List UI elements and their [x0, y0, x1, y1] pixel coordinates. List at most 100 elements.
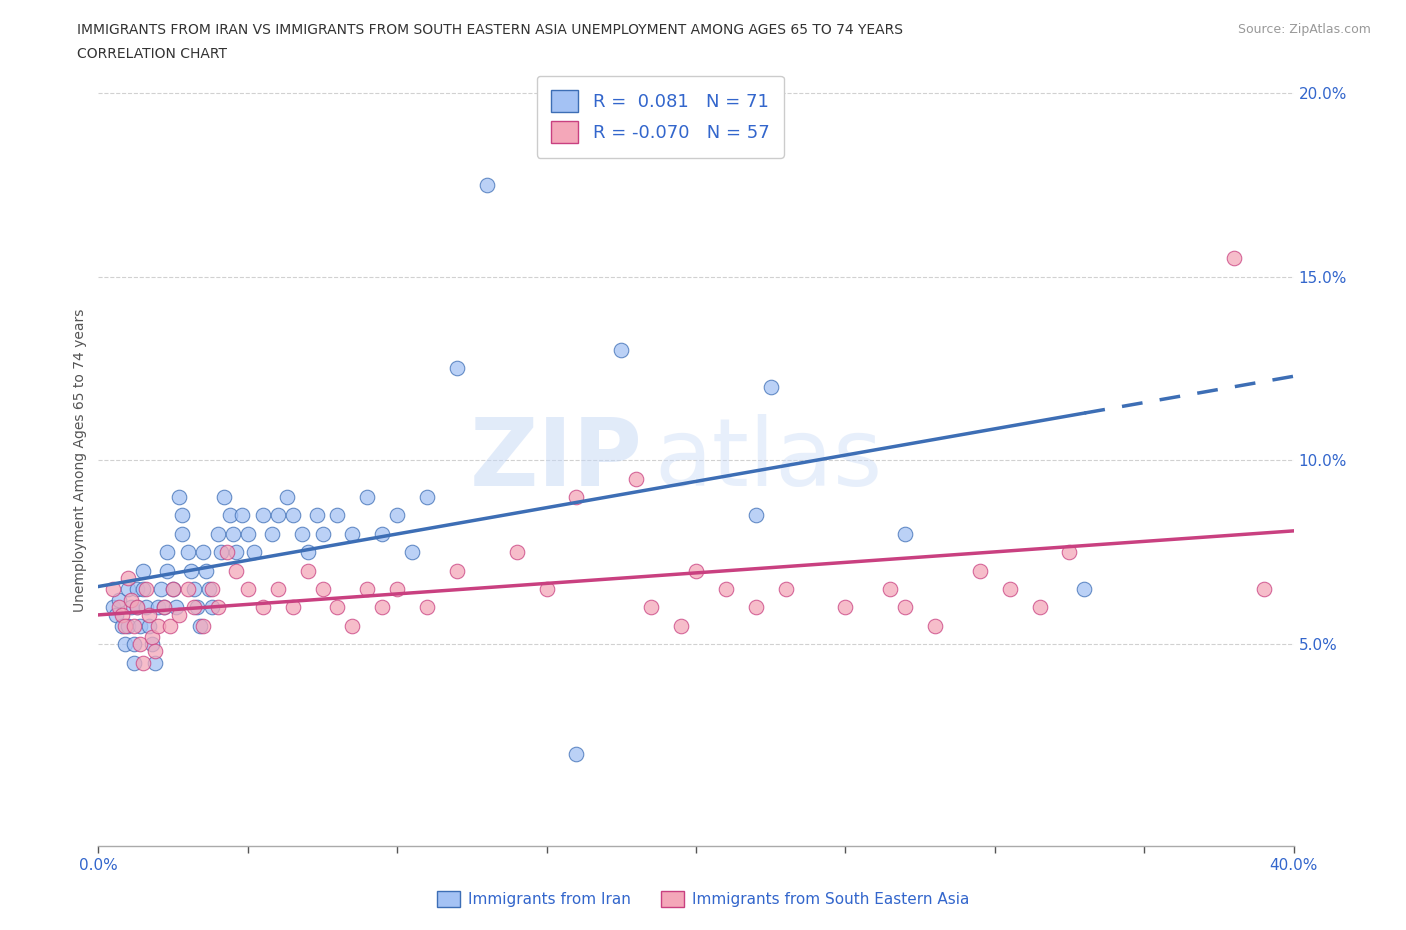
Point — [141, 637, 163, 652]
Point — [745, 600, 768, 615]
Point — [207, 526, 229, 541]
Point — [342, 526, 364, 541]
Point — [236, 581, 259, 596]
Point — [305, 508, 328, 523]
Point — [167, 490, 190, 505]
Point — [291, 526, 314, 541]
Text: atlas: atlas — [654, 415, 883, 506]
Point — [745, 508, 768, 523]
Point — [385, 581, 409, 596]
Point — [252, 600, 274, 615]
Point — [714, 581, 737, 596]
Point — [127, 581, 149, 596]
Point — [127, 600, 149, 615]
Point — [183, 600, 205, 615]
Point — [311, 581, 333, 596]
Point — [252, 508, 274, 523]
Point — [108, 592, 131, 607]
Point — [416, 600, 439, 615]
Text: Source: ZipAtlas.com: Source: ZipAtlas.com — [1237, 23, 1371, 36]
Point — [209, 545, 232, 560]
Point — [201, 600, 224, 615]
Point — [177, 545, 200, 560]
Point — [183, 581, 205, 596]
Point — [281, 508, 304, 523]
Point — [401, 545, 423, 560]
Point — [215, 545, 238, 560]
Point — [371, 600, 394, 615]
Point — [225, 545, 247, 560]
Point — [191, 545, 214, 560]
Point — [446, 361, 468, 376]
Point — [342, 618, 364, 633]
Point — [1028, 600, 1050, 615]
Point — [143, 655, 166, 670]
Point — [506, 545, 529, 560]
Point — [117, 581, 139, 596]
Point — [1253, 581, 1275, 596]
Y-axis label: Unemployment Among Ages 65 to 74 years: Unemployment Among Ages 65 to 74 years — [73, 309, 87, 612]
Point — [138, 618, 160, 633]
Point — [669, 618, 692, 633]
Point — [180, 564, 202, 578]
Point — [640, 600, 662, 615]
Point — [685, 564, 707, 578]
Point — [201, 581, 224, 596]
Point — [969, 564, 991, 578]
Point — [103, 581, 125, 596]
Point — [162, 581, 184, 596]
Point — [124, 655, 146, 670]
Point — [165, 600, 187, 615]
Point — [326, 508, 349, 523]
Point — [124, 618, 146, 633]
Point — [1223, 251, 1246, 266]
Point — [231, 508, 253, 523]
Text: IMMIGRANTS FROM IRAN VS IMMIGRANTS FROM SOUTH EASTERN ASIA UNEMPLOYMENT AMONG AG: IMMIGRANTS FROM IRAN VS IMMIGRANTS FROM … — [77, 23, 903, 37]
Point — [148, 618, 170, 633]
Point — [267, 508, 290, 523]
Point — [267, 581, 290, 596]
Point — [207, 600, 229, 615]
Point — [132, 655, 155, 670]
Point — [191, 618, 214, 633]
Point — [127, 600, 149, 615]
Point — [129, 618, 152, 633]
Point — [998, 581, 1021, 596]
Point — [281, 600, 304, 615]
Point — [167, 607, 190, 622]
Point — [177, 581, 200, 596]
Point — [475, 178, 498, 193]
Point — [120, 600, 142, 615]
Text: CORRELATION CHART: CORRELATION CHART — [77, 46, 228, 60]
Point — [135, 600, 157, 615]
Point — [129, 637, 152, 652]
Point — [326, 600, 349, 615]
Point — [894, 600, 917, 615]
Point — [416, 490, 439, 505]
Point — [156, 545, 179, 560]
Point — [212, 490, 235, 505]
Point — [148, 600, 170, 615]
Point — [626, 472, 648, 486]
Point — [172, 508, 194, 523]
Point — [108, 600, 131, 615]
Point — [138, 607, 160, 622]
Point — [297, 564, 319, 578]
Point — [356, 581, 378, 596]
Point — [150, 581, 173, 596]
Point — [114, 618, 136, 633]
Point — [156, 564, 179, 578]
Point — [565, 747, 588, 762]
Point — [186, 600, 208, 615]
Point — [759, 379, 782, 394]
Point — [834, 600, 856, 615]
Point — [114, 637, 136, 652]
Point — [225, 564, 247, 578]
Point — [117, 618, 139, 633]
Point — [219, 508, 242, 523]
Point — [1073, 581, 1095, 596]
Point — [105, 607, 128, 622]
Point — [1059, 545, 1081, 560]
Point — [610, 342, 633, 357]
Point — [120, 592, 142, 607]
